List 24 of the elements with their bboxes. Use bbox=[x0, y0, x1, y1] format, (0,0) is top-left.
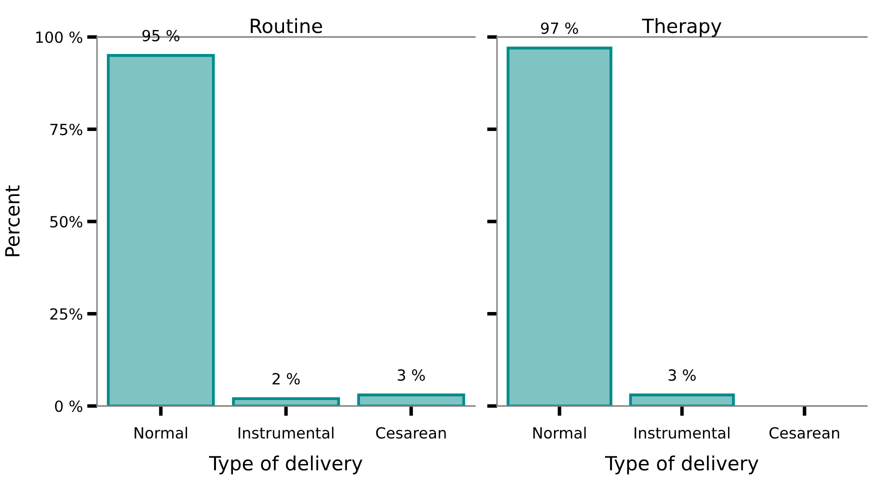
y-tick-label: 50% bbox=[50, 216, 82, 228]
x-tick-label: Cesarean bbox=[376, 427, 446, 439]
data-label: 3 % bbox=[398, 369, 425, 381]
chart-title: Routine bbox=[250, 18, 322, 34]
x-tick-label: Normal bbox=[134, 426, 188, 439]
bar bbox=[106, 54, 215, 406]
data-label: 95 % bbox=[142, 30, 180, 42]
x-tick-label: Normal bbox=[533, 426, 586, 439]
bar bbox=[232, 397, 340, 406]
x-axis-title: Type of delivery bbox=[209, 456, 362, 474]
bar bbox=[357, 394, 466, 406]
x-tick-label: Cesarean bbox=[769, 427, 840, 439]
y-tick-label: 75% bbox=[50, 124, 82, 136]
x-axis-title: Type of delivery bbox=[605, 456, 758, 474]
data-label: 2 % bbox=[272, 372, 300, 385]
chart-title: Therapy bbox=[642, 18, 722, 37]
y-tick-label: 25% bbox=[50, 308, 82, 320]
y-axis-title: Percent bbox=[5, 185, 20, 256]
x-tick-label: Instrumental bbox=[634, 426, 730, 439]
x-tick-label: Instrumental bbox=[238, 426, 334, 439]
data-label: 97 % bbox=[541, 22, 578, 34]
y-tick-label: 100 % bbox=[36, 31, 82, 44]
data-label: 3 % bbox=[668, 369, 696, 381]
y-tick-label: 0 % bbox=[55, 400, 82, 412]
